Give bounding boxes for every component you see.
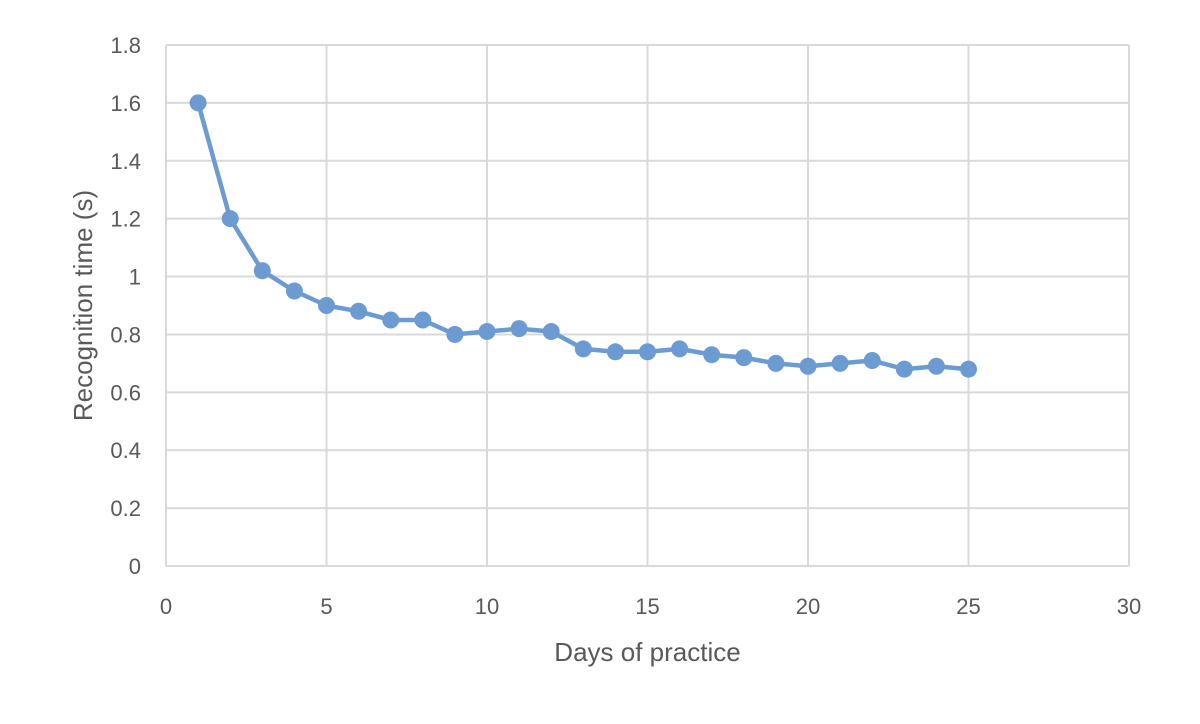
y-tick-label: 1.6 bbox=[110, 91, 141, 116]
y-tick-label: 0.4 bbox=[110, 438, 141, 463]
y-tick-label: 1.4 bbox=[110, 149, 141, 174]
data-point bbox=[735, 349, 753, 367]
data-point bbox=[221, 210, 239, 228]
y-tick-label: 1.2 bbox=[110, 207, 141, 232]
data-point bbox=[960, 360, 977, 378]
data-point bbox=[382, 311, 400, 329]
data-point bbox=[671, 340, 689, 358]
x-tick-label: 5 bbox=[320, 594, 332, 619]
x-tick-label: 0 bbox=[160, 594, 172, 619]
data-point bbox=[639, 343, 656, 361]
series-line bbox=[195, 100, 971, 372]
data-point bbox=[799, 357, 817, 375]
y-tick-labels: 0 0.2 0.4 0.6 0.8 1 1.2 1.4 1.6 1.8 bbox=[110, 33, 141, 579]
y-tick-label: 1 bbox=[129, 265, 141, 290]
data-point bbox=[542, 323, 560, 341]
data-point bbox=[446, 325, 464, 343]
x-tick-label: 10 bbox=[475, 594, 499, 619]
data-point bbox=[606, 343, 624, 361]
x-tick-label: 25 bbox=[956, 594, 980, 619]
data-point bbox=[510, 320, 528, 338]
data-point bbox=[189, 94, 207, 112]
data-point bbox=[318, 297, 335, 314]
data-point bbox=[703, 346, 721, 364]
data-point bbox=[285, 282, 303, 300]
y-tick-label: 1.8 bbox=[110, 33, 141, 58]
data-point bbox=[927, 357, 945, 375]
data-point bbox=[253, 262, 271, 280]
data-point bbox=[863, 351, 881, 369]
x-tick-labels: 0 5 10 15 20 25 30 bbox=[160, 594, 1141, 619]
data-point bbox=[478, 323, 496, 341]
y-tick-label: 0.2 bbox=[110, 496, 141, 521]
y-tick-label: 0.6 bbox=[110, 380, 141, 405]
series-layer bbox=[189, 94, 977, 378]
y-tick-label: 0.8 bbox=[110, 322, 141, 347]
y-axis-title: Recognition time (s) bbox=[68, 190, 98, 421]
data-point bbox=[574, 340, 592, 358]
data-point bbox=[895, 360, 913, 378]
x-tick-label: 15 bbox=[635, 594, 659, 619]
data-point bbox=[414, 311, 432, 329]
data-point bbox=[767, 354, 785, 372]
x-tick-label: 20 bbox=[796, 594, 820, 619]
x-tick-label: 30 bbox=[1117, 594, 1141, 619]
x-axis-title: Days of practice bbox=[554, 637, 740, 667]
y-tick-label: 0 bbox=[129, 554, 141, 579]
data-point bbox=[350, 302, 368, 320]
data-point bbox=[831, 354, 849, 372]
grid bbox=[165, 44, 1130, 567]
